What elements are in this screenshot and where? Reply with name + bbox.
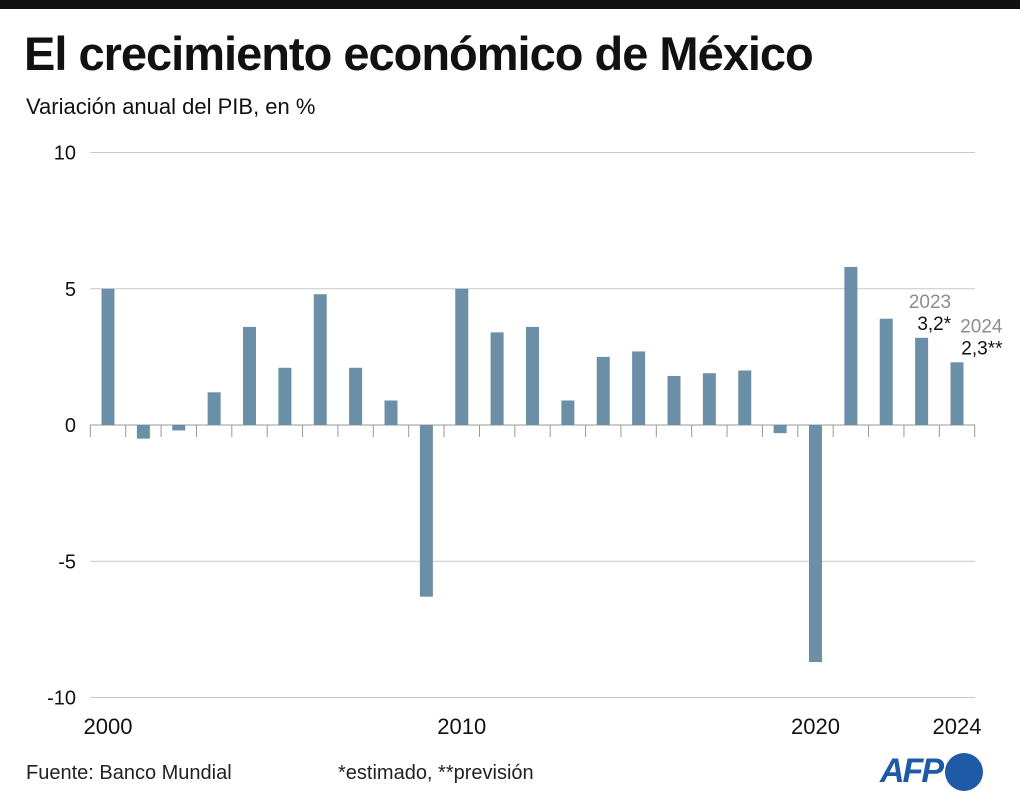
bar-2008 — [384, 400, 398, 425]
bar-2015 — [632, 351, 646, 425]
annotation-year: 2023 — [909, 292, 951, 313]
bar-2011 — [490, 332, 504, 425]
bar-2009 — [419, 425, 433, 597]
x-tick-label: 2000 — [84, 714, 133, 739]
bar-2021 — [844, 266, 858, 425]
annotation-value: 3,2* — [917, 314, 951, 335]
bar-2020 — [809, 425, 822, 663]
bar-2004 — [243, 326, 256, 425]
bar-2016 — [667, 375, 681, 425]
bar-2005 — [278, 367, 292, 425]
x-tick-label: 2024 — [933, 714, 982, 739]
bar-2010 — [455, 288, 469, 425]
bar-2017 — [702, 373, 716, 425]
top-bar — [0, 0, 1020, 9]
footnote: *estimado, **previsión — [338, 762, 534, 784]
bar-2006 — [313, 294, 327, 425]
annotation-value: 2,3** — [961, 338, 1003, 359]
bar-2002 — [172, 425, 186, 431]
y-tick-label: 10 — [54, 143, 76, 165]
afp-logo: AFP — [880, 752, 983, 791]
source-text: Fuente: Banco Mundial — [26, 762, 232, 784]
bar-2023 — [915, 337, 929, 425]
bar-2013 — [561, 400, 575, 425]
y-tick-label: 0 — [65, 415, 76, 437]
x-tick-label: 2010 — [437, 714, 486, 739]
bar-2019 — [773, 425, 787, 434]
chart-subtitle: Variación anual del PIB, en % — [26, 94, 316, 119]
annotation-year: 2024 — [960, 316, 1003, 337]
y-tick-label: -5 — [58, 551, 76, 573]
bar-2012 — [526, 326, 539, 425]
x-tick-label: 2020 — [791, 714, 840, 739]
bar-2018 — [738, 370, 752, 425]
afp-logo-text: AFP — [880, 752, 944, 790]
bar-2022 — [879, 318, 893, 425]
y-tick-label: -10 — [47, 688, 76, 710]
chart-title: El crecimiento económico de México — [24, 27, 814, 80]
bar-2003 — [207, 392, 221, 425]
bar-2024 — [950, 362, 964, 425]
bar-2000 — [101, 288, 115, 425]
afp-logo-dot — [945, 752, 983, 791]
bar-2014 — [596, 356, 610, 425]
bar-2007 — [349, 367, 363, 425]
bar-2001 — [136, 425, 150, 439]
y-tick-label: 5 — [65, 279, 76, 301]
